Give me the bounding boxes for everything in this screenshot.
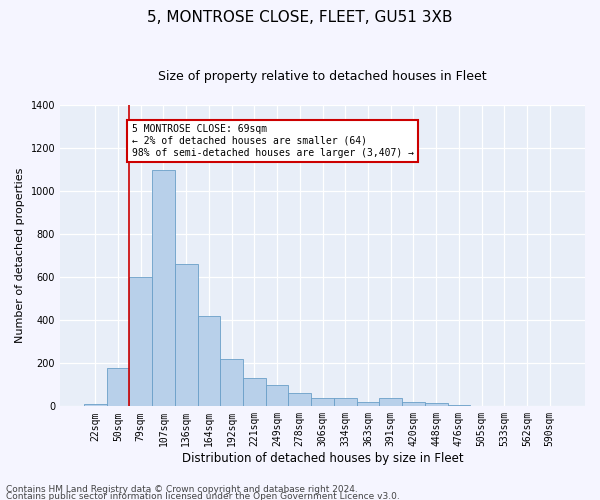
- Y-axis label: Number of detached properties: Number of detached properties: [15, 168, 25, 344]
- Bar: [266, 385, 289, 406]
- Bar: [84, 404, 107, 406]
- Bar: [175, 264, 197, 406]
- Bar: [220, 359, 243, 406]
- Text: Contains HM Land Registry data © Crown copyright and database right 2024.: Contains HM Land Registry data © Crown c…: [6, 486, 358, 494]
- Bar: [311, 398, 334, 406]
- Text: 5 MONTROSE CLOSE: 69sqm
← 2% of detached houses are smaller (64)
98% of semi-det: 5 MONTROSE CLOSE: 69sqm ← 2% of detached…: [131, 124, 413, 158]
- Bar: [243, 378, 266, 406]
- Bar: [334, 398, 356, 406]
- Title: Size of property relative to detached houses in Fleet: Size of property relative to detached ho…: [158, 70, 487, 83]
- Bar: [107, 368, 130, 406]
- Bar: [402, 402, 425, 406]
- Bar: [356, 402, 379, 406]
- Text: Contains public sector information licensed under the Open Government Licence v3: Contains public sector information licen…: [6, 492, 400, 500]
- Bar: [425, 403, 448, 406]
- X-axis label: Distribution of detached houses by size in Fleet: Distribution of detached houses by size …: [182, 452, 463, 465]
- Bar: [448, 404, 470, 406]
- Text: 5, MONTROSE CLOSE, FLEET, GU51 3XB: 5, MONTROSE CLOSE, FLEET, GU51 3XB: [147, 10, 453, 25]
- Bar: [379, 398, 402, 406]
- Bar: [152, 170, 175, 406]
- Bar: [197, 316, 220, 406]
- Bar: [289, 394, 311, 406]
- Bar: [130, 277, 152, 406]
